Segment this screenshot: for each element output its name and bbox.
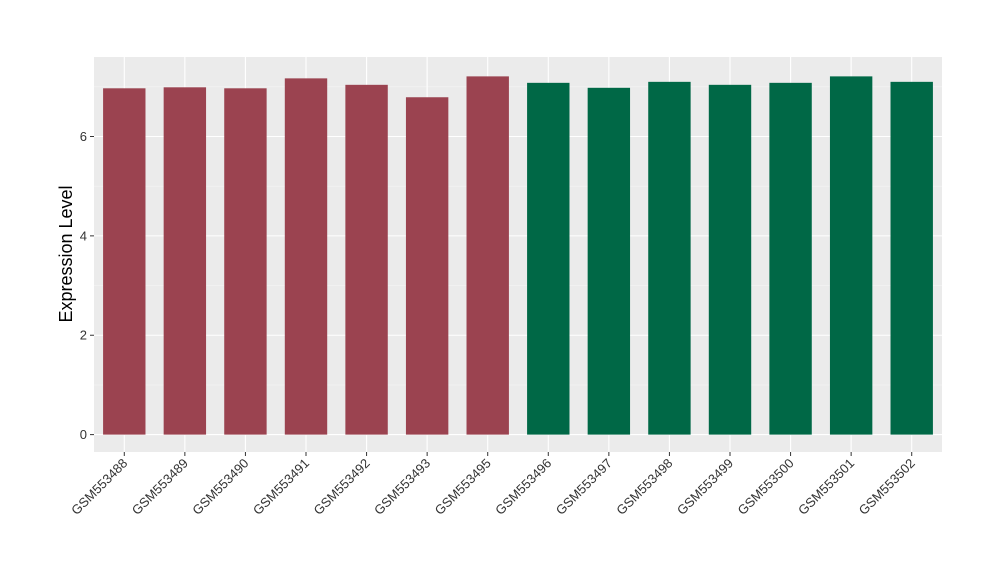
bar-GSM553495 <box>466 76 509 435</box>
y-axis-ticks: 0 2 4 6 <box>80 129 94 442</box>
x-tick-label: GSM553497 <box>553 456 615 518</box>
plot-panel <box>94 57 942 452</box>
x-axis-ticks: GSM553488GSM553489GSM553490GSM553491GSM5… <box>68 452 918 518</box>
bar-GSM553493 <box>405 97 449 435</box>
x-tick-label: GSM553501 <box>795 456 857 518</box>
y-tick-label: 2 <box>80 328 87 343</box>
x-tick-label: GSM553500 <box>734 456 796 518</box>
y-tick-label: 6 <box>80 129 87 144</box>
x-tick-label: GSM553495 <box>432 456 494 518</box>
bar-GSM553497 <box>587 87 631 435</box>
x-tick-label: GSM553491 <box>250 456 312 518</box>
bar-GSM553491 <box>284 78 328 435</box>
y-axis-title: Expression Level <box>56 185 76 322</box>
x-tick-label: GSM553493 <box>371 456 433 518</box>
bars <box>103 76 933 435</box>
x-tick-label: GSM553492 <box>310 456 372 518</box>
x-tick-label: GSM553496 <box>492 456 554 518</box>
x-tick-label: GSM553499 <box>674 456 736 518</box>
x-tick-label: GSM553489 <box>129 456 191 518</box>
bar-GSM553499 <box>708 84 752 435</box>
bar-GSM553492 <box>345 84 388 435</box>
y-tick-label: 0 <box>80 427 87 442</box>
bar-GSM553501 <box>829 76 873 435</box>
bar-GSM553498 <box>648 81 691 435</box>
x-tick-label: GSM553490 <box>189 456 251 518</box>
bar-GSM553496 <box>527 82 570 435</box>
x-tick-label: GSM553488 <box>68 456 130 518</box>
y-tick-label: 4 <box>80 228 87 243</box>
x-tick-label: GSM553502 <box>856 456 918 518</box>
bar-GSM553489 <box>163 87 207 435</box>
x-tick-label: GSM553498 <box>613 456 675 518</box>
bar-GSM553490 <box>224 88 267 435</box>
bar-GSM553500 <box>769 82 812 435</box>
bar-GSM553488 <box>103 88 146 435</box>
bar-GSM553502 <box>890 81 933 435</box>
